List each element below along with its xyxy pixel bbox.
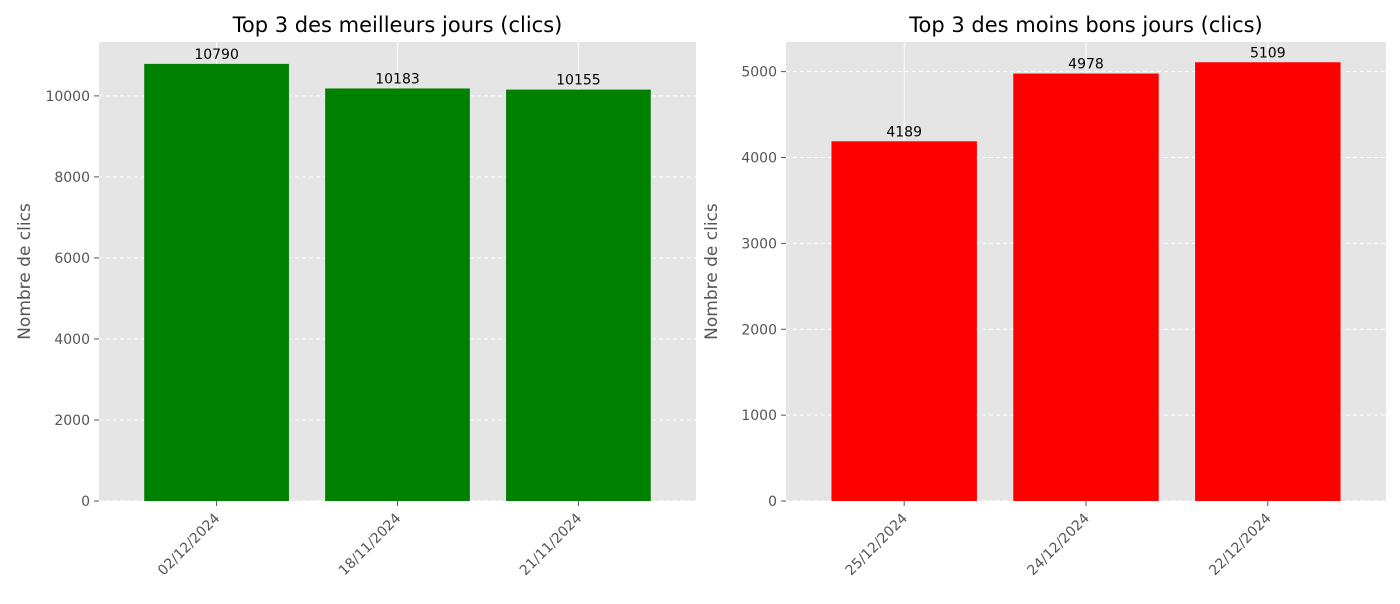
y-axis-label: Nombre de clics — [702, 203, 722, 340]
bar-value-label: 4189 — [886, 124, 922, 140]
y-tick-label: 8000 — [54, 170, 90, 186]
chart-title: Top 3 des moins bons jours (clics) — [908, 13, 1263, 37]
bar-value-label: 5109 — [1250, 45, 1286, 61]
y-tick-label: 5000 — [741, 65, 777, 81]
bar-value-label: 10790 — [194, 47, 239, 63]
y-tick-label: 10000 — [45, 89, 90, 105]
y-tick-label: 0 — [768, 494, 777, 510]
x-tick-label: 24/12/2024 — [1024, 510, 1092, 578]
bar-25/12/2024 — [831, 141, 977, 501]
y-axis-label: Nombre de clics — [15, 203, 35, 340]
chart-2: 4189 4978 5109 0 1000 2000 3000 4000 5000 25/12/2… — [702, 13, 1386, 579]
bar-02/12/2024 — [144, 63, 289, 501]
y-tick-label: 6000 — [54, 251, 90, 267]
bar-value-label: 10183 — [375, 71, 420, 87]
x-tick-label: 21/11/2024 — [517, 510, 585, 578]
y-tick-label: 0 — [81, 494, 90, 510]
x-tick-label: 25/12/2024 — [843, 510, 911, 578]
y-tick-label: 1000 — [741, 408, 777, 424]
bar-value-label: 10155 — [556, 73, 601, 89]
y-tick-label: 4000 — [741, 151, 777, 167]
x-tick-label: 18/11/2024 — [336, 510, 404, 578]
chart-1: 10790 10183 10155 0 2000 4000 6000 8000 10000 02/… — [15, 13, 696, 579]
x-tick-label: 22/12/2024 — [1206, 510, 1274, 578]
y-tick-label: 2000 — [741, 322, 777, 338]
bar-value-label: 4978 — [1068, 57, 1104, 73]
y-tick-label: 3000 — [741, 236, 777, 252]
chart-title: Top 3 des meilleurs jours (clics) — [232, 13, 563, 37]
bar-22/12/2024 — [1195, 62, 1341, 501]
bar-21/11/2024 — [506, 89, 651, 501]
y-tick-label: 2000 — [54, 413, 90, 429]
y-tick-label: 4000 — [54, 332, 90, 348]
bar-24/12/2024 — [1013, 73, 1159, 502]
x-tick-label: 02/12/2024 — [155, 510, 223, 578]
bar-18/11/2024 — [325, 88, 470, 501]
